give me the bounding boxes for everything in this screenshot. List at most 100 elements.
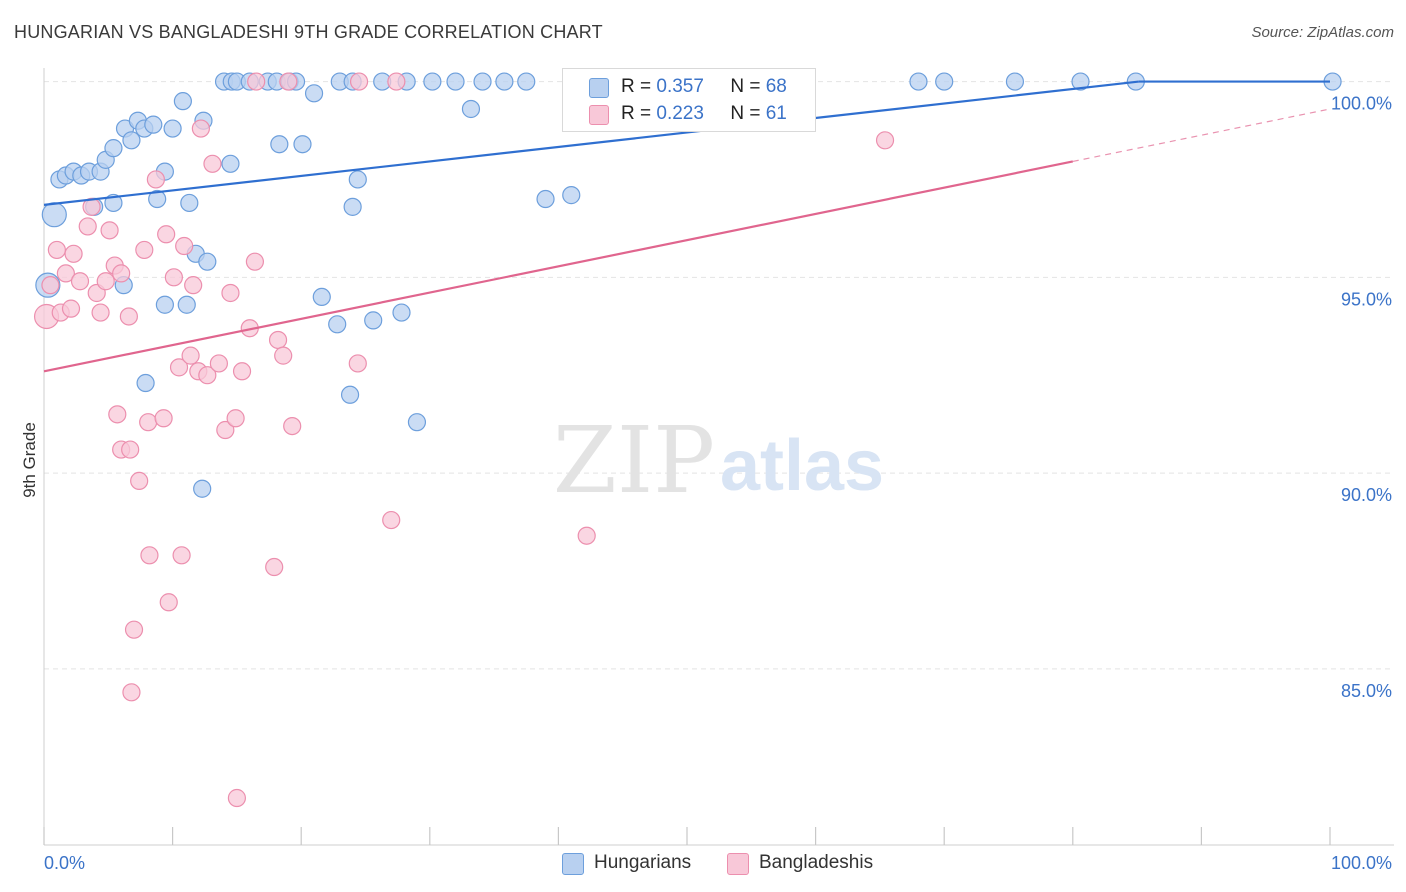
- data-point: [47, 240, 66, 260]
- bottom-legend-swatch-pink: [727, 853, 749, 875]
- data-point: [364, 311, 383, 330]
- data-point: [407, 413, 427, 432]
- data-point: [1005, 72, 1025, 91]
- data-point: [172, 546, 191, 565]
- y-tick-label: 95.0%: [1341, 289, 1392, 309]
- data-point: [122, 683, 141, 702]
- data-point: [348, 354, 367, 373]
- data-point: [169, 358, 189, 377]
- data-point: [154, 409, 173, 428]
- data-point: [157, 225, 176, 244]
- y-tick-label: 90.0%: [1341, 485, 1392, 505]
- data-point: [193, 479, 212, 498]
- legend-r-label: R =: [621, 76, 652, 97]
- data-point: [180, 193, 199, 213]
- legend-swatch-blue: [589, 78, 609, 98]
- data-point: [144, 115, 163, 134]
- data-point: [495, 72, 514, 91]
- legend-n-value: 68: [765, 76, 787, 97]
- data-point: [122, 131, 141, 150]
- data-point: [173, 92, 192, 111]
- data-point: [164, 268, 183, 287]
- data-point: [119, 307, 138, 326]
- data-point: [283, 416, 302, 436]
- data-point: [216, 420, 235, 440]
- data-point: [163, 119, 182, 138]
- data-point: [112, 264, 131, 283]
- bottom-legend-swatch-blue: [562, 853, 584, 875]
- data-point: [875, 131, 895, 150]
- data-point: [64, 244, 83, 263]
- data-point: [121, 440, 140, 459]
- data-point: [41, 202, 67, 228]
- data-point: [177, 295, 196, 314]
- data-point: [247, 72, 266, 91]
- data-point: [148, 189, 167, 209]
- data-point: [91, 303, 110, 322]
- data-point: [175, 236, 194, 256]
- data-point: [536, 189, 555, 209]
- data-point: [78, 217, 97, 236]
- data-point: [245, 252, 265, 271]
- chart-title: HUNGARIAN VS BANGLADESHI 9TH GRADE CORRE…: [14, 22, 603, 42]
- data-point: [1071, 72, 1090, 91]
- data-point: [82, 197, 101, 216]
- legend-n-label: N =: [730, 103, 761, 124]
- data-point: [135, 240, 154, 260]
- y-tick-label: 100.0%: [1331, 94, 1392, 114]
- data-point: [517, 72, 536, 91]
- stats-legend: R = 0.357 N = 68 R = 0.223 N = 61: [562, 68, 816, 132]
- data-point: [328, 315, 347, 334]
- data-point: [340, 385, 360, 404]
- data-point: [232, 362, 252, 381]
- watermark-zip: ZIP: [553, 407, 715, 514]
- data-point: [104, 139, 123, 158]
- data-point: [184, 276, 203, 295]
- data-point: [268, 330, 288, 350]
- y-tick-label: 85.0%: [1341, 681, 1392, 701]
- data-point: [181, 346, 200, 365]
- data-point: [343, 197, 362, 216]
- tick-labels: 85.0% 90.0% 95.0% 100.0% 0.0% 100.0%: [44, 94, 1392, 873]
- data-point: [209, 354, 228, 373]
- data-point: [274, 346, 293, 365]
- legend-r-value: 0.223: [656, 103, 704, 124]
- data-point: [159, 593, 178, 612]
- data-point: [221, 154, 240, 173]
- data-point: [349, 72, 369, 91]
- data-point: [473, 72, 492, 91]
- data-points: [33, 72, 1342, 808]
- data-point: [577, 526, 596, 545]
- data-point: [198, 366, 217, 385]
- data-point: [198, 252, 217, 271]
- data-point: [100, 221, 119, 240]
- data-point: [392, 303, 411, 322]
- data-point: [279, 72, 298, 91]
- data-point: [146, 170, 165, 189]
- data-point: [227, 788, 246, 808]
- x-tick-label-max: 100.0%: [1331, 853, 1392, 873]
- axes: [43, 68, 1394, 846]
- data-point: [56, 264, 75, 283]
- data-point: [70, 272, 90, 291]
- data-point: [139, 413, 158, 432]
- trend-line-hungarians: [43, 80, 1139, 206]
- data-point: [293, 135, 312, 154]
- data-point: [203, 154, 222, 173]
- legend-swatch-pink: [589, 105, 609, 125]
- trend-lines: [43, 80, 1331, 373]
- data-point: [41, 276, 60, 295]
- data-point: [909, 72, 928, 91]
- data-point: [136, 373, 155, 393]
- source-label: Source: ZipAtlas.com: [1251, 24, 1394, 41]
- data-point: [221, 283, 240, 303]
- data-point: [935, 72, 954, 91]
- data-point: [130, 471, 149, 491]
- bottom-legend-label: Hungarians: [594, 852, 692, 873]
- watermark: ZIP atlas: [553, 407, 884, 514]
- legend-n-label: N =: [730, 76, 761, 97]
- bottom-legend-label: Bangladeshis: [759, 852, 874, 873]
- data-point: [312, 287, 331, 306]
- trend-line-bangladeshis: [43, 160, 1074, 373]
